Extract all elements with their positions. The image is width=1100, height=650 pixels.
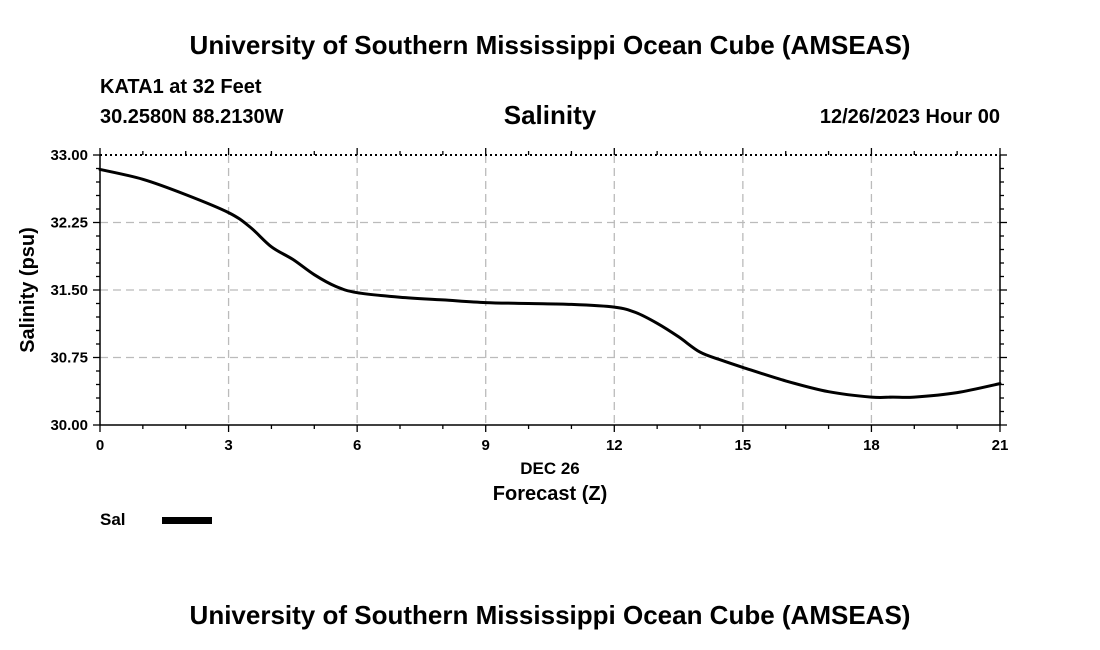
legend-swatch-sal (162, 517, 212, 524)
forecast-datetime: 12/26/2023 Hour 00 (819, 106, 1000, 128)
x-tick-label: 21 (992, 437, 1009, 454)
x-tick-label: 15 (735, 437, 752, 454)
x-tick-label: 3 (224, 437, 232, 454)
y-tick-label: 30.00 (50, 417, 88, 434)
coordinates-label: 30.2580N 88.2130W (100, 106, 284, 128)
y-tick-label: 30.75 (50, 350, 88, 367)
y-tick-label: 31.50 (50, 282, 88, 299)
series-line-sal (98, 167, 1002, 399)
chart-title: Salinity (503, 100, 597, 130)
x-axis-label: Forecast (Z) (493, 483, 607, 505)
x-tick-label: 6 (353, 437, 361, 454)
x-tick-label: 0 (96, 437, 104, 454)
footer-title: University of Southern Mississippi Ocean… (189, 600, 911, 630)
legend-label-sal: Sal (100, 510, 126, 529)
y-axis-label: Salinity (psu) (17, 227, 39, 353)
x-axis-date-label: DEC 26 (520, 459, 580, 478)
y-tick-label: 32.25 (50, 215, 88, 232)
x-tick-label: 9 (482, 437, 490, 454)
x-tick-label: 12 (606, 437, 623, 454)
x-tick-label: 18 (863, 437, 880, 454)
grid (100, 155, 1000, 425)
axes: 0 3 6 9 12 15 18 21 30.00 30.75 31.50 32.25 33.00 (50, 147, 1008, 454)
station-label: KATA1 at 32 Feet (100, 76, 262, 98)
series-layer (98, 167, 1002, 399)
page-title: University of Southern Mississippi Ocean… (189, 30, 911, 60)
y-tick-label: 33.00 (50, 147, 88, 164)
